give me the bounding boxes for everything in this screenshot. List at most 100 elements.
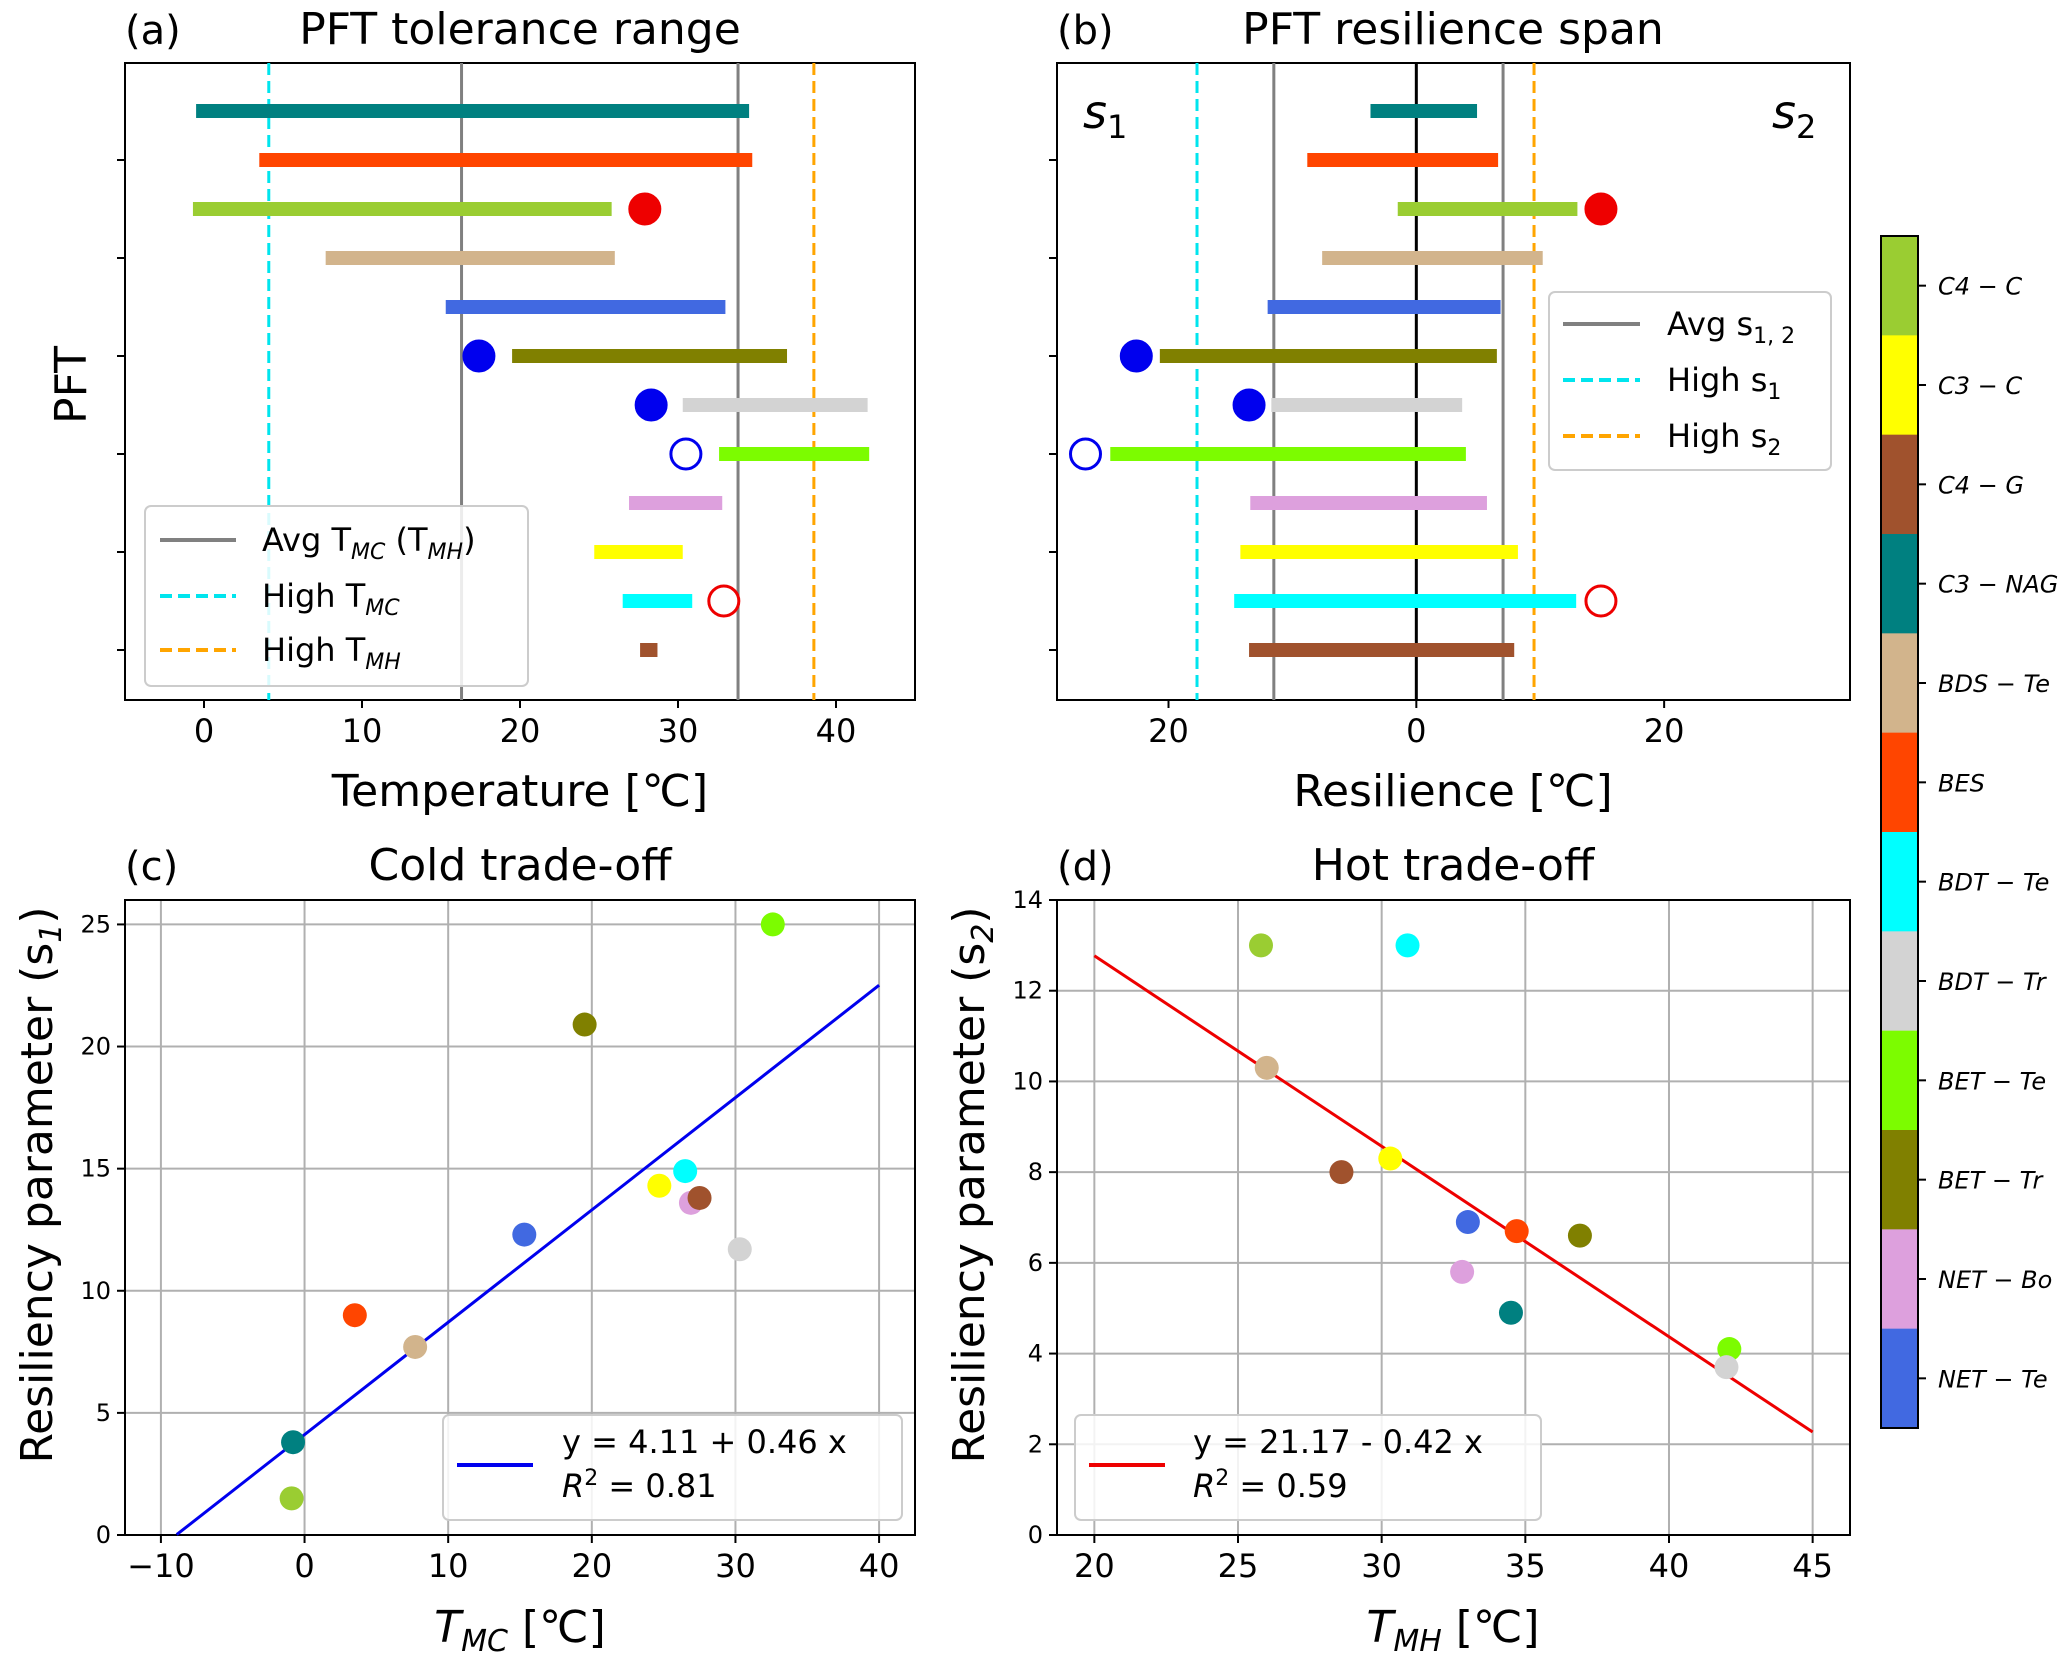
colorbar-swatch-5 — [1881, 732, 1918, 833]
point-d-8 — [1504, 1219, 1529, 1244]
x-tick-label-c-4: 30 — [715, 1547, 756, 1585]
legend-d-r2: R2 = 0.59 — [1193, 1466, 1348, 1505]
point-d-11 — [1714, 1355, 1739, 1380]
span-bar-b-11 — [1249, 643, 1515, 657]
x-tick-label-a-1: 10 — [342, 712, 383, 750]
x-tick-label-c-5: 40 — [859, 1547, 900, 1585]
point-c-6 — [647, 1173, 672, 1198]
span-bar-b-2 — [1397, 202, 1578, 216]
panel-b-s1-label: s1 — [1083, 85, 1127, 146]
marker-a-3 — [669, 437, 703, 471]
legend-c-r2: R2 = 0.81 — [562, 1466, 717, 1505]
panel-b-s2-label: s2 — [1772, 85, 1816, 146]
marker-b-0 — [1584, 192, 1618, 226]
y-tick-label-d-4: 8 — [1028, 1158, 1043, 1186]
colorbar-swatch-3 — [1881, 534, 1918, 634]
panel-c-xlabel-var: T — [434, 1602, 464, 1653]
marker-b-1 — [1119, 339, 1153, 373]
marker-b-4 — [1584, 584, 1618, 618]
y-tick-label-c-5: 25 — [80, 910, 111, 938]
panel-a-xlabel: Temperature [℃] — [331, 766, 708, 817]
colorbar-swatch-1 — [1881, 335, 1918, 436]
point-d-0 — [1248, 933, 1273, 958]
x-tick-label-d-3: 35 — [1505, 1547, 1546, 1585]
legend-a-avg-tail: ) — [463, 521, 475, 559]
x-tick-label-c-1: 0 — [294, 1547, 314, 1585]
span-bar-b-9 — [1240, 545, 1518, 559]
panel-d-legend-box — [1074, 1414, 1542, 1521]
legend-d-r2-sup: 2 — [1215, 1466, 1229, 1491]
range-bar-a-0 — [196, 104, 750, 118]
marker-a-0 — [628, 192, 662, 226]
legend-b-avg-t: Avg s — [1667, 305, 1753, 343]
y-tick-label-c-2: 10 — [80, 1277, 111, 1305]
panel-d-ylabel-sub: 2 — [966, 924, 1001, 943]
range-bar-a-7 — [719, 447, 870, 461]
colorbar-label-1: C3 − C — [1938, 372, 2022, 400]
legend-c-r2-sup: 2 — [584, 1466, 598, 1491]
point-d-6 — [1450, 1259, 1475, 1284]
colorbar-swatch-11 — [1881, 1328, 1918, 1429]
y-tick-label-d-5: 10 — [1012, 1067, 1043, 1095]
y-tick-label-c-3: 15 — [80, 1155, 111, 1183]
x-tick-label-d-2: 30 — [1361, 1547, 1402, 1585]
x-tick-label-c-2: 10 — [428, 1547, 469, 1585]
range-bar-a-4 — [445, 300, 726, 314]
panel-c-ylabel-sub: 1 — [34, 924, 69, 943]
x-tick-label-c-0: −10 — [127, 1547, 195, 1585]
x-tick-label-b-1: 0 — [1406, 712, 1426, 750]
legend-b-avg-sub: 1, 2 — [1753, 324, 1795, 349]
span-bar-b-3 — [1322, 251, 1543, 265]
colorbar-label-6: BDT − Te — [1938, 869, 2049, 897]
legend-b-high-s2-text: High s2 — [1667, 417, 1781, 461]
y-tick-label-c-4: 20 — [80, 1033, 111, 1061]
legend-a-avg-t: Avg T — [262, 521, 351, 559]
marker-b-3 — [1068, 437, 1102, 471]
range-bar-a-11 — [640, 643, 658, 657]
legend-d-eq: y = 21.17 - 0.42 x — [1193, 1423, 1483, 1461]
range-bar-a-3 — [325, 251, 615, 265]
panel-d-ylabel-text: Resiliency parameter (s — [944, 943, 995, 1464]
panel-c-frame — [124, 899, 916, 1536]
range-bar-a-1 — [259, 153, 753, 167]
legend-c-eq: y = 4.11 + 0.46 x — [562, 1423, 847, 1461]
range-bar-a-10 — [622, 594, 693, 608]
colorbar-swatch-0 — [1881, 236, 1918, 336]
span-bar-b-4 — [1267, 300, 1501, 314]
panel-a-legend: Avg TMC (TMH) High TMC High TMH — [144, 505, 529, 687]
range-bar-a-9 — [594, 545, 683, 559]
colorbar-label-7: BDT − Tr — [1938, 968, 2048, 996]
legend-b-high-s2-t: High s — [1667, 417, 1767, 455]
y-tick-label-d-6: 12 — [1012, 977, 1043, 1005]
panel-d-legend: y = 21.17 - 0.42 x R2 = 0.59 — [1074, 1414, 1542, 1521]
point-c-1 — [281, 1430, 306, 1455]
panel-b-label: (b) — [1057, 8, 1114, 54]
panel-d-xlabel-unit: [℃] — [1442, 1602, 1540, 1653]
x-tick-label-d-5: 45 — [1792, 1547, 1833, 1585]
span-bar-b-6 — [1271, 398, 1463, 412]
panel-c-label: (c) — [125, 844, 178, 890]
panel-c-ylabel-tail: ) — [12, 906, 63, 923]
legend-a-high-tmh-t: High T — [262, 631, 366, 669]
legend-c-r2-tail: = 0.81 — [598, 1467, 716, 1505]
colorbar-swatch-4 — [1881, 633, 1918, 734]
pft-colorbar: C4 − C C3 − C C4 − G C3 − NAG BDS − Te BES BDT… — [1880, 235, 2058, 1429]
panel-b-legend: Avg s1, 2 High s1 High s2 — [1548, 291, 1832, 471]
span-bar-b-8 — [1250, 496, 1487, 510]
x-tick-label-d-4: 40 — [1649, 1547, 1690, 1585]
point-d-4 — [1395, 933, 1420, 958]
marker-b-2 — [1232, 388, 1266, 422]
legend-b-high-s1-t: High s — [1667, 361, 1767, 399]
x-tick-label-a-0: 0 — [194, 712, 214, 750]
panel-b-xlabel: Resilience [℃] — [1293, 766, 1612, 817]
colorbar-label-8: BET − Te — [1938, 1067, 2046, 1095]
panel-c-xlabel: TMC [℃] — [434, 1602, 605, 1656]
range-bar-a-5 — [512, 349, 788, 363]
x-tick-label-a-2: 20 — [500, 712, 541, 750]
panel-d-ylabel-tail: ) — [944, 906, 995, 923]
legend-d-r2-r: R — [1193, 1467, 1215, 1505]
span-bar-b-1 — [1307, 153, 1499, 167]
panel-a-legend-box — [144, 505, 529, 687]
panel-d-xlabel-var: T — [1366, 1602, 1396, 1653]
